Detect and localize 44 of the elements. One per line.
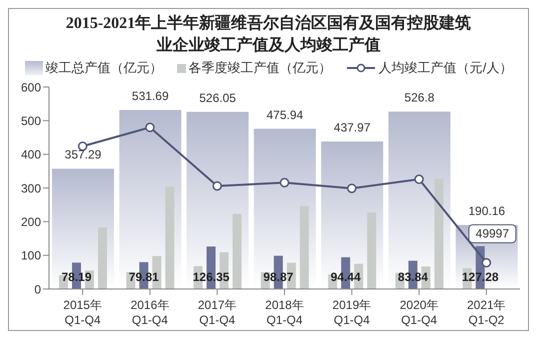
data-label: 526.8 bbox=[404, 90, 435, 105]
point bbox=[347, 184, 357, 194]
x-tick-label: 2015年 Q1-Q4 bbox=[63, 298, 102, 327]
y-tick-label: 600 bbox=[20, 80, 42, 94]
legend-label: 人均竣工产值（元/人） bbox=[378, 59, 512, 77]
data-label: 357.29 bbox=[64, 148, 102, 162]
y-tick-label: 0 bbox=[34, 282, 42, 296]
data-label: 475.94 bbox=[266, 108, 304, 122]
data-label: 79.81 bbox=[128, 270, 160, 284]
y-tick-label: 300 bbox=[20, 181, 42, 196]
data-label: 126.35 bbox=[192, 270, 230, 284]
bar bbox=[367, 212, 376, 289]
x-tick-label: 2021年 Q1-Q2 bbox=[467, 298, 506, 327]
data-label: 78.19 bbox=[61, 270, 92, 284]
point bbox=[414, 174, 424, 184]
data-label: 531.69 bbox=[132, 89, 169, 103]
x-tick-label: 2019年 Q1-Q4 bbox=[332, 298, 372, 327]
bar bbox=[165, 186, 174, 289]
point bbox=[212, 181, 222, 191]
x-tick-label: 2016年 Q1-Q4 bbox=[130, 298, 170, 327]
chart-title: 2015-2021年上半年新疆维吾尔自治区国有及国有控股建筑业企业竣工产值及人均竣工产值 bbox=[64, 13, 472, 56]
data-label: 83.84 bbox=[398, 270, 428, 284]
bar bbox=[98, 227, 107, 289]
legend-label: 竣工总产值（亿元） bbox=[46, 59, 163, 77]
point bbox=[145, 122, 155, 132]
y-tick-label: 400 bbox=[20, 148, 42, 162]
y-tick-label: 500 bbox=[20, 114, 42, 128]
point bbox=[280, 178, 290, 188]
x-tick-label: 2018年 Q1-Q4 bbox=[265, 298, 304, 327]
x-tick-label: 2020年 Q1-Q4 bbox=[400, 298, 438, 327]
point bbox=[482, 258, 492, 268]
bar bbox=[232, 214, 242, 289]
bar bbox=[434, 178, 444, 289]
legend-label: 各季度竣工产值（亿元） bbox=[188, 59, 332, 77]
y-tick-label: 200 bbox=[20, 214, 42, 229]
data-label: 526.05 bbox=[199, 90, 236, 105]
annotation: 49997 bbox=[476, 226, 510, 241]
data-label: 190.16 bbox=[468, 204, 506, 218]
data-label: 94.44 bbox=[330, 270, 361, 284]
data-label: 98.87 bbox=[263, 270, 294, 284]
data-label: 437.97 bbox=[334, 120, 371, 135]
bar bbox=[300, 206, 309, 289]
x-tick-label: 2017年 Q1-Q4 bbox=[198, 298, 237, 327]
y-tick-label: 100 bbox=[20, 248, 42, 263]
